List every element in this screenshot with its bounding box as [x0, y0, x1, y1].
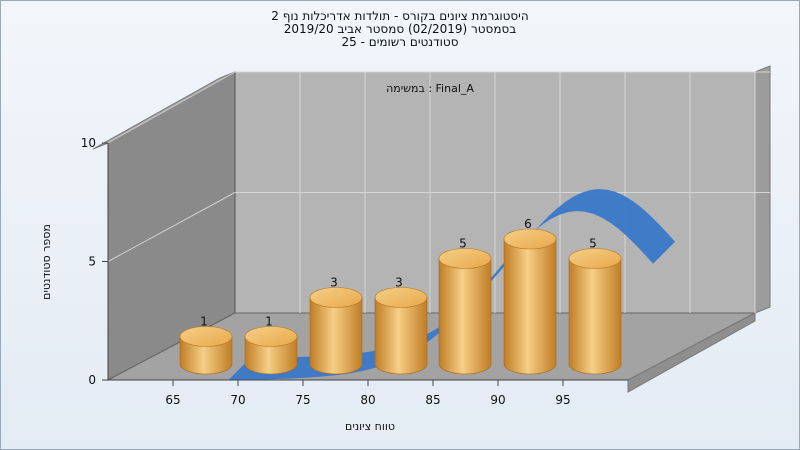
bar-75: 3 [309, 276, 363, 375]
bar-body [179, 336, 233, 375]
bar-65: 1 [179, 315, 233, 375]
data-label: 1 [200, 315, 208, 329]
floor-edge [627, 312, 756, 393]
data-label: 5 [589, 237, 597, 251]
chart-title-line-2: בסמסטר (02/2019) סמסטר אביב 2019/20 [283, 22, 517, 36]
bar-80: 3 [374, 276, 428, 375]
chart-title-line-1: היסטוגרמת ציונים בקורס - תולדות אדריכלות… [271, 9, 529, 23]
bar-cap [503, 228, 557, 250]
y-tick-label: 0 [88, 373, 96, 387]
x-tick-label: 95 [555, 393, 570, 407]
bar-cap [179, 326, 233, 347]
data-label: 3 [330, 276, 338, 290]
bar-body [374, 297, 428, 375]
chart-title: היסטוגרמת ציונים בקורס - תולדות אדריכלות… [0, 10, 800, 49]
x-tick-label: 75 [295, 393, 310, 407]
x-tick-label: 85 [425, 393, 440, 407]
x-tick-label: 65 [165, 393, 180, 407]
bar-cap [309, 287, 363, 308]
gridline-side-5 [107, 192, 236, 262]
data-label: 5 [459, 237, 467, 251]
x-tick-label: 70 [230, 393, 245, 407]
x-tick-label: 90 [490, 393, 505, 407]
bar-body [244, 336, 298, 375]
gridline-side-10 [107, 71, 236, 144]
bar-body [568, 258, 622, 375]
y-tick-label: 10 [81, 136, 96, 150]
bar-cap [244, 326, 298, 347]
y-tick-label: 5 [88, 255, 96, 269]
data-label: 3 [395, 276, 403, 290]
bar-90: 6 [503, 217, 557, 375]
data-label: 1 [265, 315, 273, 329]
bar-cap [438, 248, 492, 269]
bar-body [309, 297, 363, 375]
back-wall-edge [754, 65, 771, 314]
bar-70: 1 [244, 315, 298, 375]
task-annotation: במשימה : Final_A [386, 82, 474, 95]
y-axis-label: מספר סטודנטים [40, 224, 53, 300]
bar-cap [568, 248, 622, 269]
bar-cap [374, 287, 428, 308]
x-axis-label: טווח ציונים [345, 420, 395, 433]
x-tick-label: 80 [360, 393, 375, 407]
bar-body [438, 258, 492, 375]
bar-85: 5 [438, 237, 492, 375]
bar-body [503, 238, 557, 375]
bar-95: 5 [568, 237, 622, 375]
chart-title-line-3: סטודנטים רשומים - 25 [341, 35, 459, 49]
data-label: 6 [524, 217, 532, 231]
